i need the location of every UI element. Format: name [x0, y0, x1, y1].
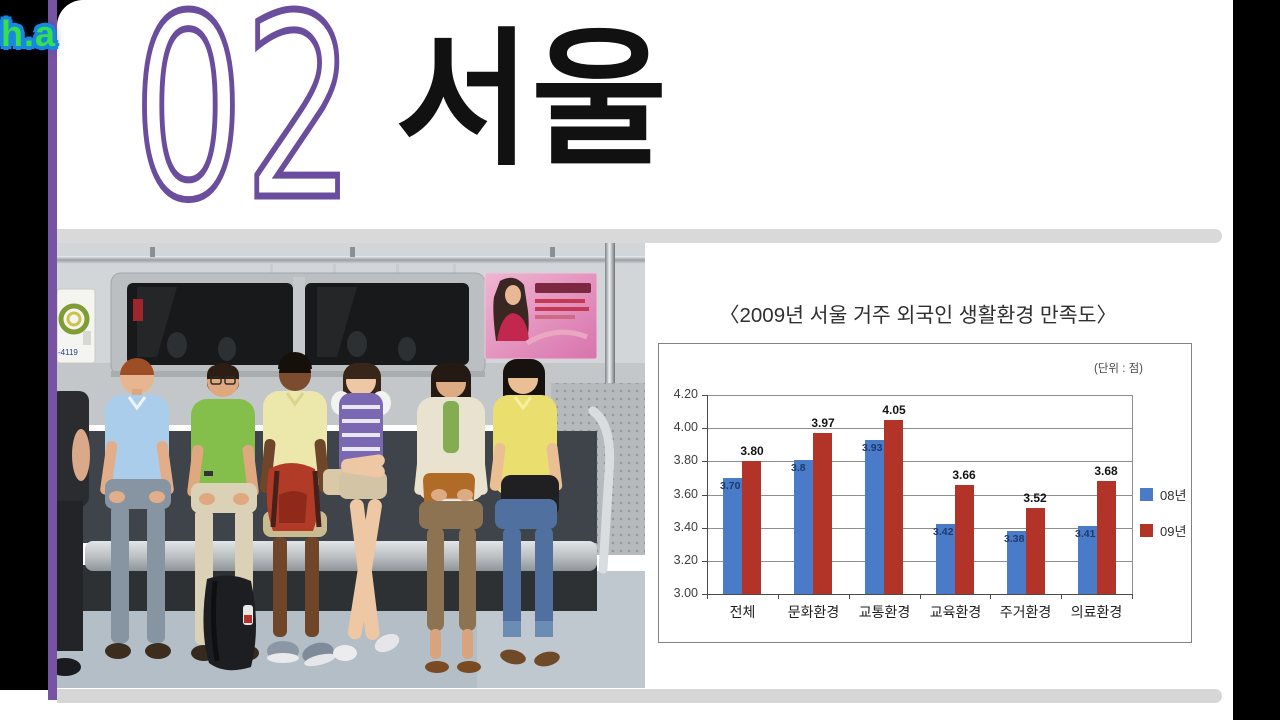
person-green-shirt — [187, 363, 259, 661]
bar-value-label: 3.42 — [933, 526, 954, 538]
right-black-bar — [1233, 0, 1280, 720]
bar-value-label: 3.97 — [811, 416, 835, 430]
slide: 02 서울 — [57, 0, 1233, 720]
x-axis-label: 의료환경 — [1070, 604, 1123, 620]
left-black-bar — [0, 0, 48, 690]
bar-09년 — [813, 433, 832, 594]
legend-swatch — [1140, 488, 1153, 501]
purple-accent-strip — [48, 0, 57, 700]
x-axis-label: 문화환경 — [787, 604, 840, 620]
person-cream-cardigan-woman — [414, 363, 488, 673]
section-number-text: 02 — [133, 0, 355, 225]
divider-strip-top — [57, 229, 1222, 243]
bar-value-label: 3.80 — [740, 444, 764, 458]
plot-right-border — [1132, 395, 1133, 594]
gridline — [707, 395, 1132, 396]
backpack-on-floor — [203, 575, 256, 671]
plaque-number: -4119 — [58, 348, 78, 357]
bar-value-label: 3.66 — [952, 468, 976, 482]
y-axis-tick — [702, 594, 707, 595]
y-axis-label: 3.40 — [673, 520, 698, 534]
y-axis-label: 4.20 — [673, 387, 698, 401]
legend-label: 09년 — [1160, 524, 1187, 539]
person-yellow-polo-man — [259, 352, 336, 667]
bar-08년 — [723, 478, 742, 594]
y-axis-tick — [702, 461, 707, 462]
bar-value-label: 3.38 — [1004, 533, 1025, 545]
watermark: h.a — [1, 13, 57, 54]
legend: 08년 09년 — [1140, 485, 1192, 557]
gridline — [707, 461, 1132, 462]
bar-value-label: 3.52 — [1023, 491, 1047, 505]
bar-09년 — [884, 420, 903, 594]
bar-08년 — [1007, 531, 1026, 594]
y-axis-label: 3.20 — [673, 553, 698, 567]
x-axis-tick — [920, 594, 921, 599]
person-blue-polo — [100, 358, 174, 659]
bar-09년 — [1097, 481, 1116, 594]
legend-item: 09년 — [1140, 521, 1192, 540]
bar-value-label: 3.70 — [720, 480, 741, 492]
person-striped-top-woman — [323, 363, 400, 661]
gridline — [707, 561, 1132, 562]
x-axis-tick — [778, 594, 779, 599]
legend-swatch — [1140, 524, 1153, 537]
bar-08년 — [794, 460, 813, 594]
bar-value-label: 4.05 — [882, 403, 906, 417]
bar-value-label: 3.8 — [791, 462, 806, 474]
x-axis-tick — [707, 594, 708, 599]
section-number: 02 — [130, 0, 359, 225]
gridline — [707, 594, 1132, 595]
bar-08년 — [936, 524, 955, 594]
x-axis-label: 교육환경 — [929, 604, 982, 620]
bar-09년 — [1026, 508, 1045, 594]
gridline — [707, 428, 1132, 429]
x-axis-label: 전체 — [729, 604, 756, 620]
bar-08년 — [865, 440, 884, 594]
subway-photo-art: -4119 — [57, 243, 645, 688]
y-axis-tick — [702, 395, 707, 396]
page-title: 서울 — [395, 12, 668, 186]
bar-value-label: 3.93 — [862, 442, 883, 454]
bar-value-label: 3.41 — [1075, 528, 1096, 540]
x-axis-tick — [1132, 594, 1133, 599]
divider-strip-bottom — [57, 689, 1222, 703]
gridline — [707, 528, 1132, 529]
y-axis-line — [707, 395, 708, 595]
y-axis-label: 3.80 — [673, 453, 698, 467]
bar-value-label: 3.68 — [1094, 464, 1118, 478]
y-axis-label: 3.00 — [673, 586, 698, 600]
legend-label: 08년 — [1160, 488, 1187, 503]
subway-photo: -4119 — [57, 243, 645, 688]
gridline — [707, 495, 1132, 496]
person-partial-left — [57, 391, 90, 676]
chart-panel: 〈2009년 서울 거주 외국인 생활환경 만족도〉 (단위 : 점) 08년 0… — [645, 243, 1233, 688]
chart-title: 〈2009년 서울 거주 외국인 생활환경 만족도〉 — [719, 304, 1117, 327]
person-yellow-polo-woman — [489, 359, 563, 667]
bar-09년 — [955, 485, 974, 594]
x-axis-tick — [1061, 594, 1062, 599]
bar-09년 — [742, 461, 761, 594]
y-axis-tick — [702, 428, 707, 429]
wall-plaque: -4119 — [57, 288, 96, 364]
y-axis-tick — [702, 528, 707, 529]
bar-08년 — [1078, 526, 1097, 594]
y-axis-tick — [702, 495, 707, 496]
chart-box: (단위 : 점) 08년 09년 4.20 4.00 3.80 3.60 3.40 3.20… — [658, 343, 1192, 643]
ad-poster — [484, 272, 598, 360]
x-axis-label: 교통환경 — [858, 604, 911, 620]
window-silhouettes — [167, 331, 416, 361]
y-axis-tick — [702, 561, 707, 562]
x-axis-tick — [849, 594, 850, 599]
unit-label: (단위 : 점) — [1094, 363, 1143, 375]
x-axis-tick — [990, 594, 991, 599]
y-axis-label: 4.00 — [673, 420, 698, 434]
y-axis-label: 3.60 — [673, 487, 698, 501]
x-axis-label: 주거환경 — [999, 604, 1052, 620]
legend-item: 08년 — [1140, 485, 1192, 504]
